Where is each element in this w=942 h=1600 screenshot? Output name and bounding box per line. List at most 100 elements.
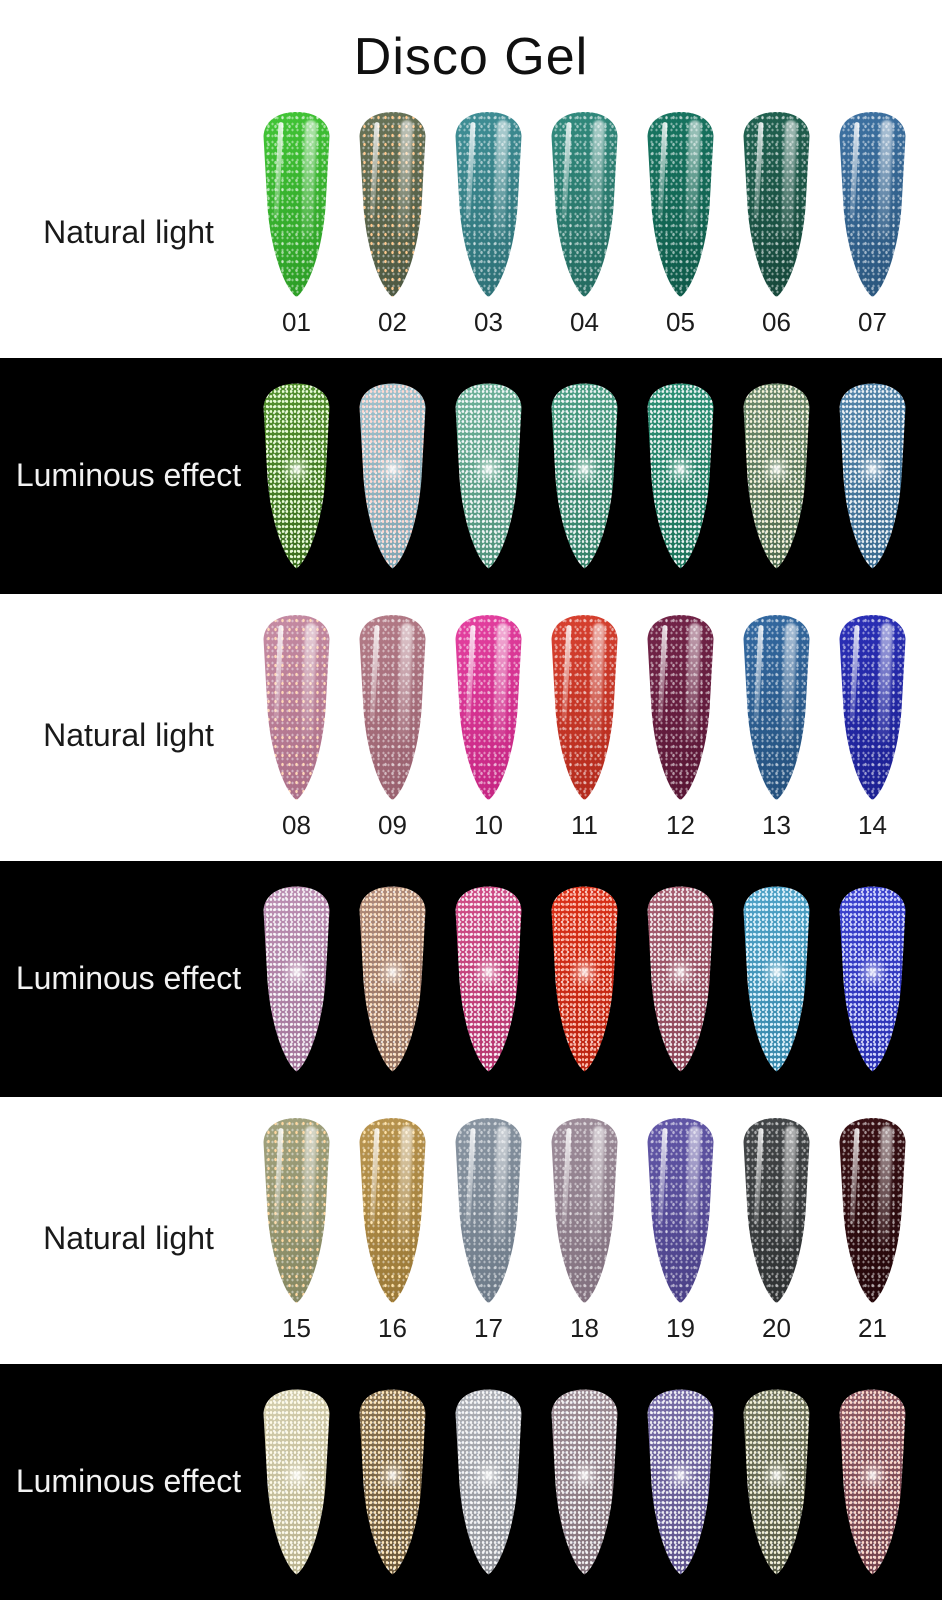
nail-column [737, 1389, 816, 1576]
nail-number: 03 [474, 307, 503, 338]
nail-number: 08 [282, 810, 311, 841]
nail-swatch-08 [257, 614, 336, 801]
nail-swatch-15 [257, 1117, 336, 1304]
panel-natural: Natural light 08 09 10 11 12 13 14 [0, 594, 942, 861]
nail-column: 07 [833, 111, 912, 338]
page-title: Disco Gel [353, 28, 589, 86]
nail-swatch-17 [449, 1117, 528, 1304]
nail-number: 19 [666, 1313, 695, 1344]
nail-swatch [353, 1389, 432, 1576]
nail-column: 21 [833, 1117, 912, 1344]
nail-swatch-06 [737, 111, 816, 298]
nail-column [449, 886, 528, 1073]
panel-natural: Natural light 15 16 17 18 19 20 21 [0, 1097, 942, 1364]
row-label-natural: Natural light [43, 716, 214, 753]
swatch-row: 15 16 17 18 19 20 21 [257, 1117, 912, 1344]
nail-number: 18 [570, 1313, 599, 1344]
nail-number: 09 [378, 810, 407, 841]
nail-column: 20 [737, 1117, 816, 1344]
nail-column [641, 383, 720, 570]
nail-column [353, 383, 432, 570]
nail-column: 18 [545, 1117, 624, 1344]
nail-number: 15 [282, 1313, 311, 1344]
nail-column: 03 [449, 111, 528, 338]
nail-column [449, 1389, 528, 1576]
nail-number: 01 [282, 307, 311, 338]
nail-swatch-04 [545, 111, 624, 298]
nail-column: 14 [833, 614, 912, 841]
nail-column: 12 [641, 614, 720, 841]
nail-column [833, 886, 912, 1073]
nail-column [545, 383, 624, 570]
nail-swatch-05 [641, 111, 720, 298]
nail-column [833, 383, 912, 570]
nail-column: 16 [353, 1117, 432, 1344]
row-label-natural: Natural light [43, 213, 214, 250]
nail-number: 14 [858, 810, 887, 841]
nail-column [353, 886, 432, 1073]
nail-column [641, 886, 720, 1073]
nail-column [257, 383, 336, 570]
nail-swatch-16 [353, 1117, 432, 1304]
swatch-row: 08 09 10 11 12 13 14 [257, 614, 912, 841]
nail-swatch [449, 383, 528, 570]
nail-swatch-02 [353, 111, 432, 298]
nail-number: 16 [378, 1313, 407, 1344]
nail-column [257, 1389, 336, 1576]
nail-swatch [833, 1389, 912, 1576]
row-label-luminous: Luminous effect [15, 457, 242, 494]
nail-swatch-07 [833, 111, 912, 298]
swatch-row: 01 02 03 04 05 06 07 [257, 111, 912, 338]
swatch-rows: Natural light 01 02 03 04 05 06 07 Luminous effe… [0, 91, 942, 1600]
nail-number: 02 [378, 307, 407, 338]
nail-swatch [449, 1389, 528, 1576]
nail-column [737, 383, 816, 570]
nail-number: 12 [666, 810, 695, 841]
row-label-natural: Natural light [43, 1219, 214, 1256]
nail-swatch [545, 383, 624, 570]
nail-column [545, 886, 624, 1073]
nail-number: 07 [858, 307, 887, 338]
nail-swatch [641, 886, 720, 1073]
swatch-row [257, 886, 912, 1073]
nail-swatch-01 [257, 111, 336, 298]
nail-column: 11 [545, 614, 624, 841]
nail-swatch-10 [449, 614, 528, 801]
nail-column: 05 [641, 111, 720, 338]
nail-column: 10 [449, 614, 528, 841]
nail-column: 06 [737, 111, 816, 338]
panel-luminous: Luminous effect [0, 861, 942, 1097]
nail-column: 09 [353, 614, 432, 841]
nail-column: 19 [641, 1117, 720, 1344]
nail-column: 02 [353, 111, 432, 338]
nail-swatch [545, 886, 624, 1073]
nail-number: 21 [858, 1313, 887, 1344]
nail-swatch [641, 1389, 720, 1576]
nail-column: 15 [257, 1117, 336, 1344]
nail-number: 17 [474, 1313, 503, 1344]
nail-column: 04 [545, 111, 624, 338]
nail-swatch [833, 886, 912, 1073]
nail-swatch-20 [737, 1117, 816, 1304]
nail-column [641, 1389, 720, 1576]
nail-swatch-14 [833, 614, 912, 801]
nail-column [833, 1389, 912, 1576]
nail-swatch [257, 383, 336, 570]
nail-swatch-18 [545, 1117, 624, 1304]
nail-number: 13 [762, 810, 791, 841]
nail-swatch [737, 886, 816, 1073]
nail-column: 08 [257, 614, 336, 841]
nail-column [449, 383, 528, 570]
nail-swatch [353, 383, 432, 570]
panel-luminous: Luminous effect [0, 1364, 942, 1600]
panel-luminous: Luminous effect [0, 358, 942, 594]
nail-swatch-09 [353, 614, 432, 801]
nail-swatch-13 [737, 614, 816, 801]
nail-swatch-21 [833, 1117, 912, 1304]
nail-swatch [833, 383, 912, 570]
nail-swatch [353, 886, 432, 1073]
nail-swatch [641, 383, 720, 570]
swatch-row [257, 1389, 912, 1576]
panel-natural: Natural light 01 02 03 04 05 06 07 [0, 91, 942, 358]
page-header: Disco Gel [0, 0, 942, 91]
